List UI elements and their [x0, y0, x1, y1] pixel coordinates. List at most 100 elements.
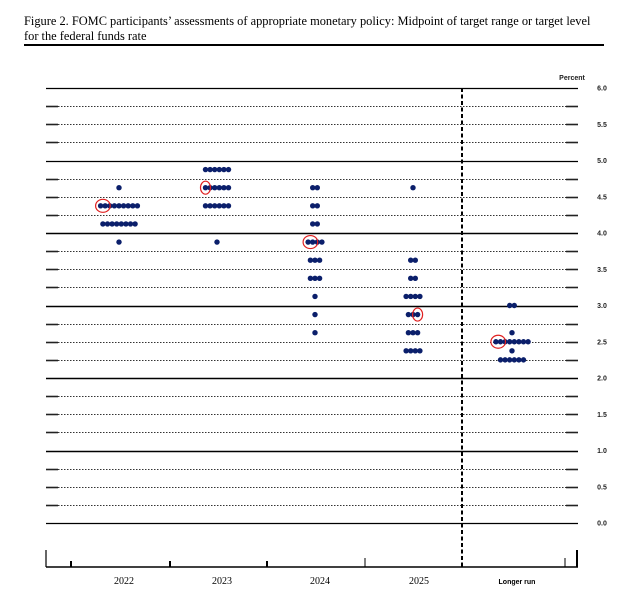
- dot: [312, 293, 318, 300]
- dot: [511, 302, 517, 309]
- y-tick-label: 3.5: [597, 267, 607, 274]
- dot: [102, 203, 108, 209]
- x-tick-label: 2024: [310, 576, 330, 587]
- dot: [132, 221, 138, 227]
- x-tick-label: 2025: [409, 576, 429, 587]
- dot: [525, 339, 531, 345]
- dot: [408, 257, 414, 263]
- dot: [212, 166, 218, 173]
- dot: [408, 275, 414, 282]
- dot: [417, 293, 423, 300]
- dot: [403, 348, 409, 354]
- dot: [412, 275, 418, 282]
- dot: [307, 275, 314, 282]
- dot: [511, 339, 517, 345]
- median-highlight-ring: [94, 198, 111, 213]
- dot: [410, 184, 416, 191]
- x-tick-label: 2023: [212, 576, 232, 587]
- dot: [493, 339, 499, 345]
- median-highlight-ring: [302, 234, 319, 250]
- dot: [310, 184, 316, 191]
- dot: [509, 329, 515, 336]
- y-tick-label: 0.0: [597, 521, 607, 528]
- dot: [502, 357, 508, 363]
- dot: [120, 203, 127, 209]
- dot: [100, 221, 106, 227]
- dot: [216, 203, 222, 209]
- dot: [225, 184, 232, 191]
- dot: [403, 293, 409, 300]
- dot: [507, 357, 513, 363]
- dot: [509, 348, 515, 354]
- dot: [118, 221, 125, 227]
- dot: [316, 275, 323, 282]
- dot: [497, 339, 504, 345]
- dot: [221, 184, 227, 191]
- y-tick-label: 4.0: [597, 231, 607, 238]
- y-tick-label: 4.5: [597, 194, 607, 201]
- dot: [225, 203, 232, 209]
- dot: [405, 311, 412, 318]
- dot: [127, 221, 134, 227]
- dot: [212, 184, 218, 191]
- y-tick-label: 5.0: [597, 158, 607, 165]
- dot: [412, 348, 418, 354]
- dot: [312, 311, 318, 318]
- dot: [507, 339, 513, 345]
- dot: [109, 221, 115, 227]
- dot: [314, 203, 320, 209]
- y-tick-label: 6.0: [597, 86, 607, 93]
- dot: [202, 166, 209, 173]
- dot: [202, 203, 209, 209]
- y-tick-label: 1.0: [597, 448, 607, 455]
- dot: [97, 203, 104, 209]
- x-tick-label: Longer run: [499, 579, 536, 586]
- dot: [408, 293, 414, 300]
- dot: [116, 184, 122, 191]
- y-axis-label: Percent: [559, 75, 585, 82]
- dot: [516, 357, 522, 363]
- dot: [221, 203, 227, 209]
- figure-title: Figure 2. FOMC participants’ assessments…: [24, 14, 591, 43]
- dot: [410, 329, 416, 336]
- dot: [202, 184, 209, 191]
- dot: [207, 166, 213, 173]
- dot: [312, 257, 318, 263]
- median-highlight-ring: [490, 334, 507, 349]
- dot: [319, 239, 325, 245]
- dot: [511, 357, 517, 363]
- dot: [314, 221, 320, 227]
- dot: [497, 357, 504, 363]
- dot: [314, 184, 320, 191]
- dots: [94, 166, 531, 363]
- dot: [212, 203, 218, 209]
- x-tick-label: 2022: [114, 576, 134, 587]
- dot: [507, 302, 513, 309]
- median-highlight-ring: [412, 307, 424, 322]
- dot: [221, 166, 227, 173]
- dot: [414, 311, 421, 318]
- y-axis: Percent 0.0 0.5 1.0 1.5 2.0 2.5 3.0 3.5 4.0 4.5 5.0…: [559, 75, 607, 528]
- dot: [412, 293, 418, 300]
- x-axis: 2022 2023 2024 2025 Longer run: [45, 550, 578, 587]
- dot: [312, 329, 318, 336]
- dot: [310, 203, 316, 209]
- dot: [130, 203, 136, 209]
- y-tick-label: 5.5: [597, 122, 607, 129]
- dot: [310, 221, 316, 227]
- median-highlight-ring: [199, 180, 212, 195]
- y-tick-label: 2.5: [597, 339, 607, 346]
- dot: [225, 166, 232, 173]
- dot: [114, 221, 120, 227]
- dot: [412, 257, 418, 263]
- title-rule: [24, 44, 604, 46]
- dot: [116, 239, 122, 245]
- dot: [520, 339, 527, 345]
- dot: [123, 221, 129, 227]
- dot: [307, 257, 314, 263]
- y-tick-label: 0.5: [597, 484, 607, 491]
- dot: [216, 184, 222, 191]
- dot: [104, 221, 111, 227]
- y-tick-label: 3.0: [597, 303, 607, 310]
